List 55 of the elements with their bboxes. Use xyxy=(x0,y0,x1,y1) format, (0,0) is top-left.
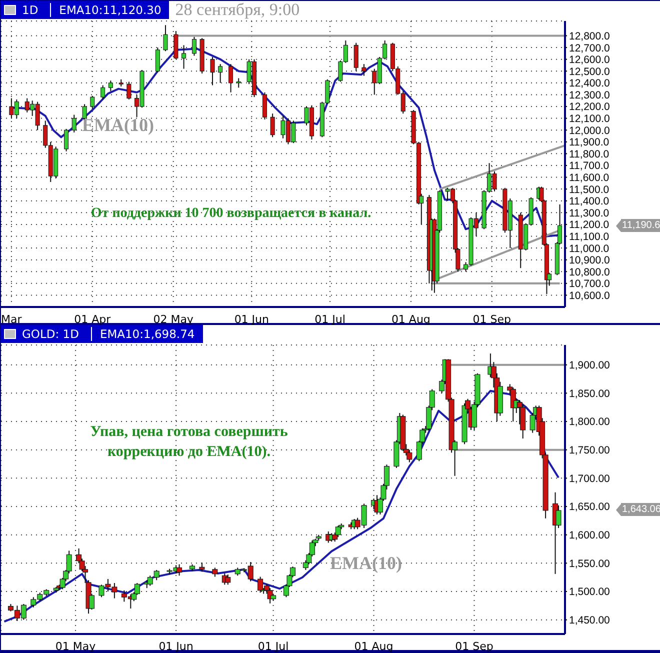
y-tick-label: 1,450.00 xyxy=(569,614,610,627)
annotation: От поддержки 10 700 возвращается в канал. xyxy=(90,205,372,223)
y-tick-label: 11,400.0 xyxy=(569,196,610,208)
x-tick-label: 01 Jun xyxy=(158,640,194,653)
x-tick-label: 01 Jun xyxy=(234,312,270,326)
y-tick-label: 11,000.0 xyxy=(569,242,610,255)
y-tick-label: 11,100.0 xyxy=(569,230,610,243)
text: 11,190.6 xyxy=(621,219,660,232)
y-tick-label: 11,800.0 xyxy=(569,148,610,160)
y-tick-label: 11,300.0 xyxy=(569,207,610,220)
x-tick-label: 01 Jul xyxy=(314,312,346,326)
y-tick-label: 12,400.0 xyxy=(569,78,610,90)
chart-subtitle: EMA10:11,120.30 xyxy=(58,3,162,17)
y-tick-label: 1,650.00 xyxy=(569,501,610,514)
chart-subtitle: EMA10:1,698.74 xyxy=(98,327,195,341)
x-tick-label: 01 Sep xyxy=(455,640,494,653)
x-tick-label: 01 Aug xyxy=(391,312,430,326)
y-tick-label: 1,700.00 xyxy=(569,472,610,485)
x-tick-label: 01 Sep xyxy=(472,312,512,326)
y-tick-label: 11,600.0 xyxy=(569,172,610,184)
y-tick-label: 12,200.0 xyxy=(569,101,610,114)
y-tick-label: 1,800.00 xyxy=(569,416,610,428)
y-tick-label: 11,500.0 xyxy=(569,184,610,196)
y-tick-label: 12,600.0 xyxy=(569,54,610,66)
y-tick-label: 12,300.0 xyxy=(569,89,610,102)
y-tick-label: 10,700.0 xyxy=(569,278,610,290)
text: 28 сентября, 9:00 xyxy=(175,0,300,20)
annotation: Упав, цена готова совершить коррекцию до EMA(10). xyxy=(89,423,289,462)
y-tick-label: 11,200.0 xyxy=(569,219,610,232)
x-tick-label: 02 May xyxy=(153,312,194,326)
y-tick-label: 12,500.0 xyxy=(569,66,610,78)
x-tick-label: 01 May xyxy=(55,640,96,653)
y-tick-label: 1,750.00 xyxy=(569,444,610,457)
y-tick-label: 11,900.0 xyxy=(569,136,610,149)
y-tick-label: 1,850.00 xyxy=(569,388,610,400)
x-tick-label: 01 Apr xyxy=(74,312,112,326)
annotation: EMA(10) xyxy=(329,552,403,575)
annotation: EMA(10) xyxy=(81,114,155,137)
chart-title: GOLD: 1D xyxy=(22,327,92,341)
y-tick-label: 1,550.00 xyxy=(569,558,610,570)
y-tick-label: 1,900.00 xyxy=(569,360,610,372)
y-tick-label: 12,100.0 xyxy=(569,113,610,126)
y-tick-label: 12,000.0 xyxy=(569,124,610,137)
x-tick-label: 01 Aug xyxy=(354,640,394,653)
y-tick-label: 10,600.0 xyxy=(569,290,610,302)
y-tick-label: 12,800.0 xyxy=(569,30,610,42)
y-tick-label: 1,600.00 xyxy=(569,530,610,542)
y-tick-label: 10,800.0 xyxy=(569,266,610,278)
x-tick-label: Mar xyxy=(1,312,22,326)
y-tick-label: 11,700.0 xyxy=(569,160,610,172)
chart-title: 1D xyxy=(22,3,52,17)
y-tick-label: 1,500.00 xyxy=(569,586,610,598)
y-tick-label: 10,900.0 xyxy=(569,254,610,267)
x-tick-label: 01 Jul xyxy=(258,640,289,653)
y-tick-label: 12,700.0 xyxy=(569,42,610,54)
